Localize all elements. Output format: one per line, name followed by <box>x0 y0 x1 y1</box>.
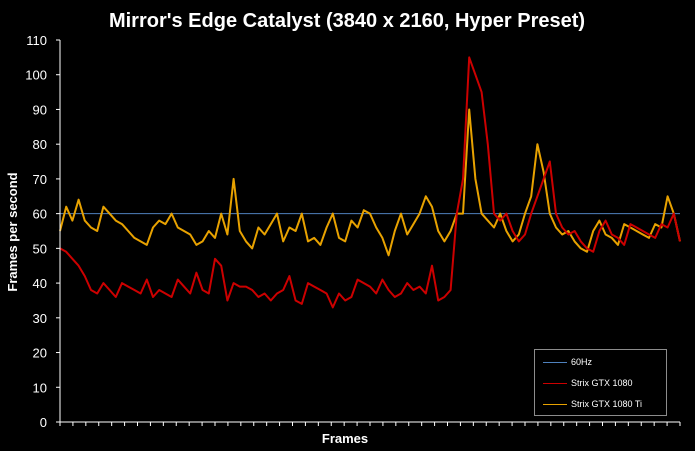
legend-item-60hz: 60Hz <box>543 355 592 369</box>
y-tick-label: 40 <box>33 276 47 291</box>
legend-item-gtx1080ti: Strix GTX 1080 Ti <box>543 397 642 411</box>
x-axis-label: Frames <box>322 431 368 446</box>
legend-label-60hz: 60Hz <box>571 357 593 367</box>
x-axis-ticks <box>59 422 681 426</box>
legend-item-gtx1080: Strix GTX 1080 <box>543 376 633 390</box>
y-tick-label: 20 <box>33 346 47 361</box>
chart-title: Mirror's Edge Catalyst (3840 x 2160, Hyp… <box>109 10 585 32</box>
legend-label-gtx1080: Strix GTX 1080 <box>571 378 633 388</box>
y-tick-label: 90 <box>33 102 47 117</box>
series-line-strix-gtx-1080-ti <box>59 108 681 257</box>
series-line-strix-gtx-1080 <box>59 56 681 309</box>
y-tick-label: 30 <box>33 311 47 326</box>
y-tick-label: 10 <box>33 380 47 395</box>
y-tick-label: 110 <box>26 33 47 48</box>
y-tick-label: 0 <box>40 415 47 430</box>
legend-swatch-60hz <box>543 361 567 363</box>
y-axis-ticks: 0 10 20 30 40 50 60 70 80 90 100 110 <box>25 33 60 430</box>
y-tick-label: 70 <box>33 172 47 187</box>
y-tick-label: 60 <box>33 207 47 222</box>
legend-label-gtx1080ti: Strix GTX 1080 Ti <box>571 399 643 409</box>
y-tick-label: 100 <box>25 68 47 83</box>
legend-swatch-gtx1080 <box>543 382 567 384</box>
legend-swatch-gtx1080ti <box>543 403 567 405</box>
y-tick-label: 50 <box>33 241 47 256</box>
legend: 60Hz Strix GTX 1080 Strix GTX 1080 Ti <box>534 349 667 416</box>
y-tick-label: 80 <box>33 137 47 152</box>
series-layer <box>59 56 681 309</box>
y-axis-label: Frames per second <box>5 172 20 291</box>
